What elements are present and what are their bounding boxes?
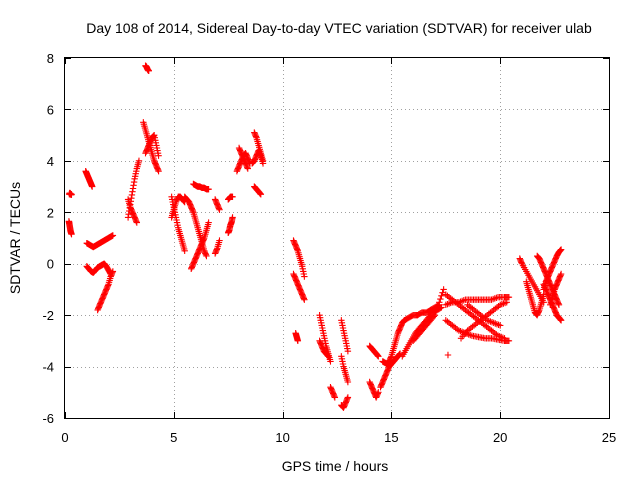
data-point <box>501 335 508 342</box>
y-tick-label: 2 <box>47 205 54 220</box>
x-axis-label: GPS time / hours <box>282 458 389 474</box>
data-point <box>557 270 565 278</box>
data-point <box>133 219 141 226</box>
data-point <box>344 394 352 401</box>
data-point <box>375 353 382 360</box>
data-point <box>216 237 223 244</box>
data-point <box>181 247 188 255</box>
x-tick-label: 5 <box>170 430 177 445</box>
plot-frame <box>64 57 610 419</box>
data-point <box>155 152 162 159</box>
data-point <box>301 273 308 280</box>
data-point <box>432 308 440 316</box>
y-tick-label: -6 <box>42 411 54 426</box>
y-tick-label: -4 <box>42 360 54 375</box>
data-point <box>375 389 382 396</box>
data-point <box>301 296 308 303</box>
data-point <box>89 183 96 190</box>
x-tick-label: 25 <box>602 430 616 445</box>
chart-title: Day 108 of 2014, Sidereal Day-to-day VTE… <box>86 20 592 36</box>
data-point <box>440 286 447 293</box>
x-tick-label: 10 <box>275 430 289 445</box>
data-point <box>436 299 443 306</box>
axis-ticks <box>65 58 610 419</box>
data-point <box>294 337 302 345</box>
data-point <box>205 219 212 226</box>
data-point <box>497 322 504 329</box>
data-point <box>430 313 438 320</box>
y-axis-label: SDTVAR / TECUs <box>7 182 23 294</box>
data-point <box>439 289 446 296</box>
data-point <box>331 394 339 401</box>
data-point <box>205 185 212 193</box>
data-point <box>433 305 441 312</box>
data-point <box>344 347 352 355</box>
data-point <box>229 214 236 221</box>
data-point <box>505 293 513 301</box>
data-point <box>107 270 114 278</box>
x-tick-labels: 0 5 10 15 20 25 <box>61 430 616 445</box>
data-point <box>557 317 565 324</box>
data-point <box>503 299 510 306</box>
data-point <box>437 295 444 303</box>
x-tick-label: 15 <box>384 430 398 445</box>
data-point <box>229 193 236 201</box>
data-point <box>327 358 334 365</box>
data-point <box>109 232 117 239</box>
data-point <box>434 302 442 309</box>
data-point <box>257 191 265 198</box>
grid-lines <box>65 58 609 418</box>
y-tick-label: 6 <box>47 102 54 117</box>
data-point <box>155 167 162 175</box>
y-tick-label: 0 <box>47 257 54 272</box>
data-point <box>444 351 452 359</box>
data-point <box>145 67 152 75</box>
data-point <box>344 378 352 386</box>
data-point <box>431 311 439 319</box>
data-point <box>203 252 210 260</box>
data-point <box>68 191 75 198</box>
data-points <box>65 62 565 411</box>
data-point <box>135 157 143 165</box>
data-point <box>325 353 332 360</box>
data-point <box>68 230 75 238</box>
data-point <box>491 295 498 302</box>
data-point <box>505 337 513 345</box>
y-tick-label: 8 <box>47 51 54 66</box>
x-tick-label: 0 <box>61 430 68 445</box>
x-tick-label: 20 <box>493 430 507 445</box>
data-point <box>244 165 251 172</box>
data-point <box>555 301 563 309</box>
data-point <box>438 292 445 300</box>
y-tick-labels: -6 -4 -2 0 2 4 6 8 <box>42 51 54 426</box>
y-tick-label: -2 <box>42 308 54 323</box>
data-point <box>216 206 223 213</box>
y-tick-label: 4 <box>47 154 54 169</box>
data-point <box>557 246 565 253</box>
data-point <box>259 160 267 167</box>
